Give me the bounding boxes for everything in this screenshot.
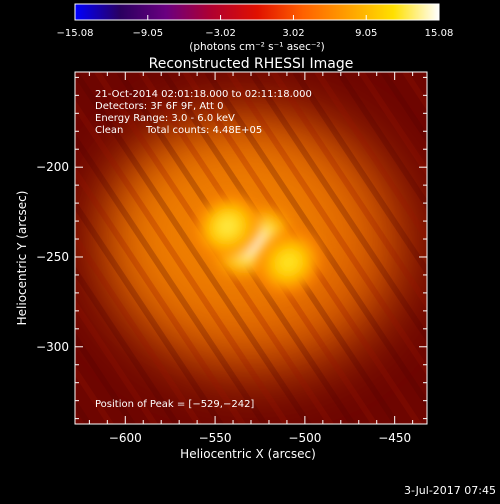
streak-artifact — [226, 72, 427, 376]
streak-artifact — [248, 72, 427, 343]
colorbar-tick-label: 9.05 — [355, 28, 377, 39]
plot-area — [75, 72, 427, 424]
streak-artifact — [336, 72, 427, 211]
y-tick-label: −250 — [36, 250, 69, 264]
source-contour — [280, 254, 297, 271]
annotation-method: Clean — [95, 125, 123, 136]
streak-artifact — [270, 72, 427, 310]
streak-artifact — [75, 99, 291, 424]
x-tick-label: −600 — [109, 431, 142, 445]
colorbar-tick-label: −3.02 — [205, 28, 236, 39]
source-contour — [219, 218, 236, 235]
streak-artifact — [314, 72, 427, 244]
colorbar-tick-label: −15.08 — [56, 28, 93, 39]
streak-artifact — [292, 72, 427, 277]
chart-title: Reconstructed RHESSI Image — [149, 56, 354, 72]
streak-artifact — [75, 132, 269, 424]
annotation-energy-range: Energy Range: 3.0 - 6.0 keV — [95, 113, 235, 124]
colorbar-unit-label: (photons cm⁻² s⁻¹ asec⁻²) — [189, 41, 324, 53]
y-tick-label: −200 — [36, 160, 69, 174]
streak-artifact — [75, 265, 181, 424]
colorbar-tick-label: 15.08 — [425, 28, 454, 39]
colorbar-tick-label: −9.05 — [132, 28, 163, 39]
streak-artifact — [204, 72, 427, 410]
x-axis-label: Heliocentric X (arcsec) — [180, 447, 316, 461]
colorbar-ticks: −15.08 −9.05 −3.02 3.02 9.05 15.08 — [56, 15, 453, 39]
source-upper-left-lobe — [194, 194, 261, 259]
y-tick-label: −300 — [36, 340, 69, 354]
streak-artifact — [358, 72, 427, 177]
streak-artifact — [75, 365, 115, 424]
image-streaks — [75, 72, 427, 424]
annotation-time-range: 21-Oct-2014 02:01:18.000 to 02:11:18.000 — [95, 89, 312, 100]
x-axis: −600 −550 −500 −450 — [88, 72, 414, 445]
x-tick-label: −550 — [199, 431, 232, 445]
annotation-total-counts: Total counts: 4.48E+05 — [145, 125, 262, 136]
colorbar-tick-label: 3.02 — [282, 28, 304, 39]
streak-artifact — [75, 298, 159, 424]
streak-artifact — [75, 331, 137, 424]
x-tick-label: −500 — [288, 431, 321, 445]
y-axis-label: Heliocentric Y (arcsec) — [15, 191, 29, 326]
x-tick-label: −450 — [378, 431, 411, 445]
emission-sources — [194, 194, 322, 295]
annotation-block: 21-Oct-2014 02:01:18.000 to 02:11:18.000… — [95, 89, 312, 410]
streak-artifact — [75, 166, 247, 424]
y-axis: −200 −250 −300 — [36, 76, 427, 420]
source-lower-right-lobe — [255, 230, 322, 295]
footer-timestamp: 3-Jul-2017 07:45 — [404, 484, 496, 497]
streak-artifact — [380, 72, 427, 144]
streak-artifact — [75, 72, 313, 424]
streak-artifact — [75, 232, 203, 424]
annotation-peak-position: Position of Peak = [−529,−242] — [95, 399, 254, 410]
colorbar — [74, 3, 440, 21]
streak-artifact — [75, 199, 225, 424]
annotation-detectors: Detectors: 3F 6F 9F, Att 0 — [95, 101, 223, 112]
